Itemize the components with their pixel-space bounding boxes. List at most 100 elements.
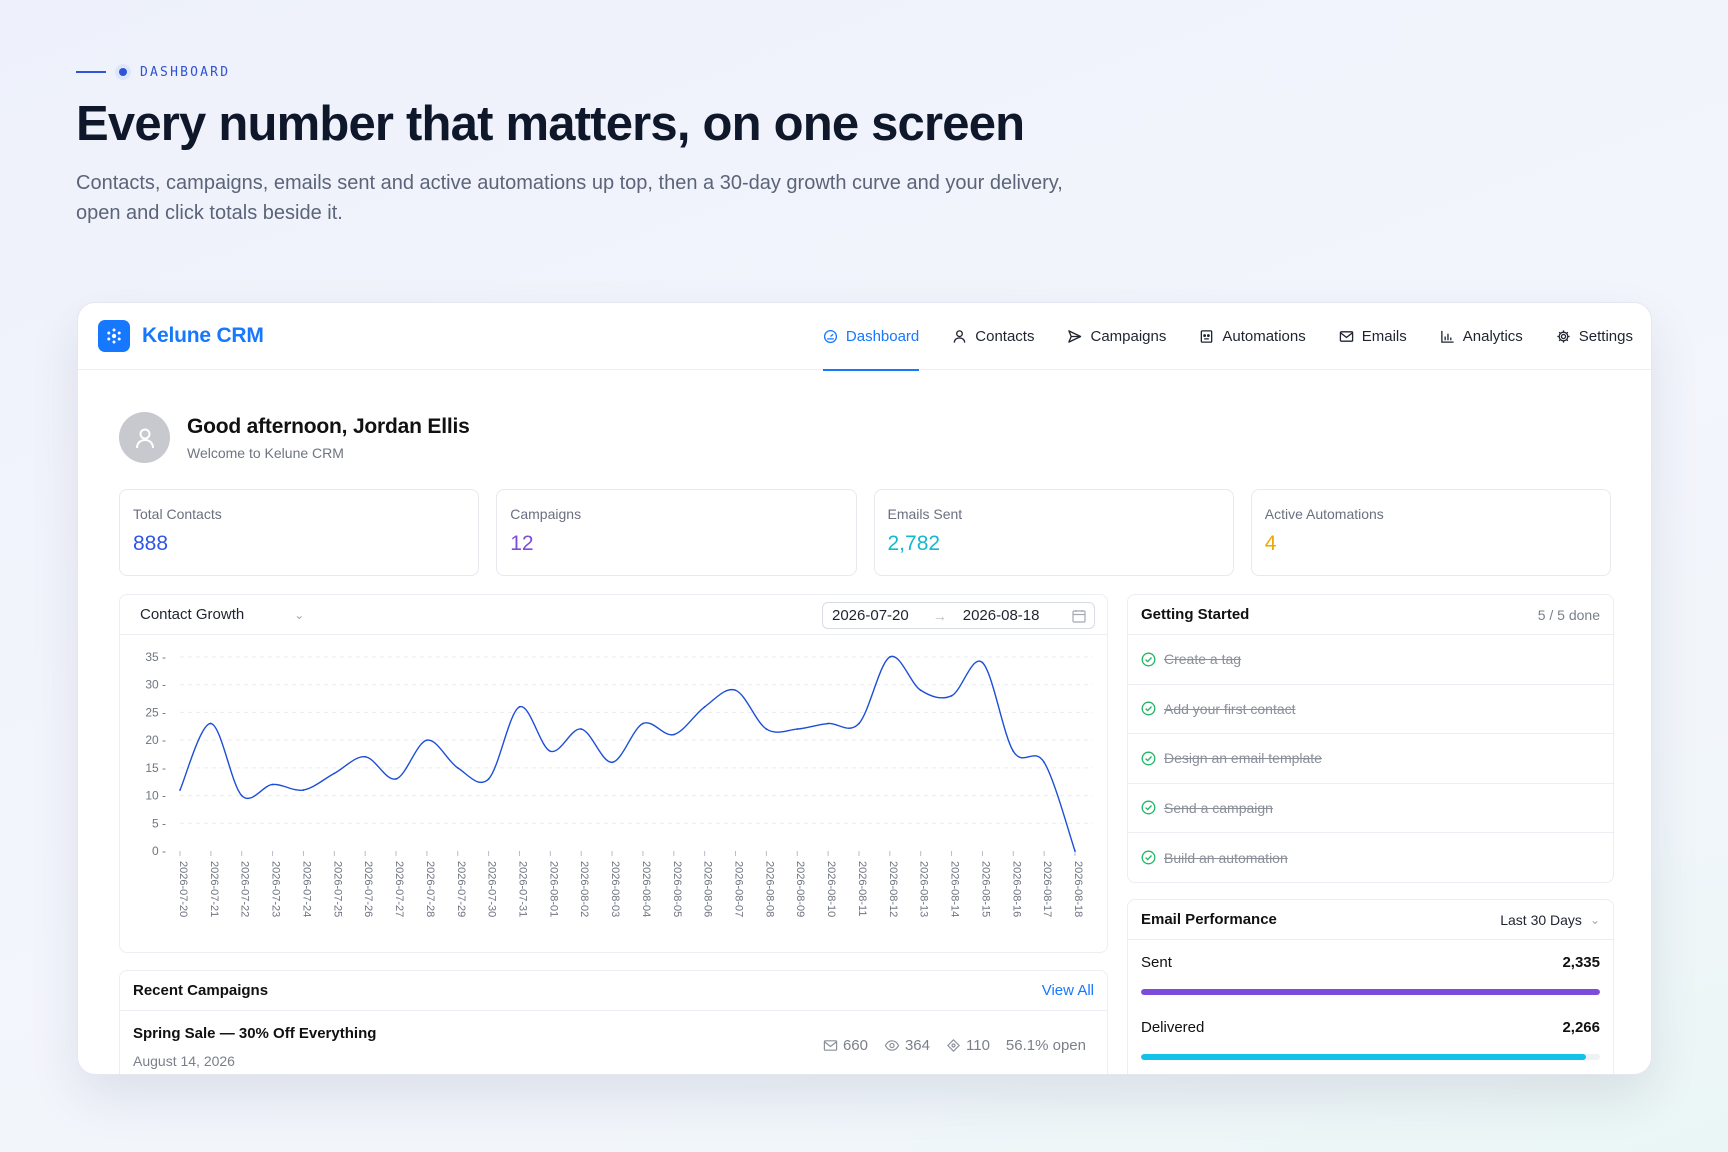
task-item[interactable]: Add your first contact bbox=[1128, 685, 1613, 734]
data-point bbox=[518, 705, 521, 708]
y-tick-label: 15 - bbox=[145, 761, 166, 775]
campaign-sent-count: 660 bbox=[842, 1037, 868, 1054]
x-tick-label: 2026-08-01 bbox=[547, 861, 559, 917]
x-tick-label: 2026-07-23 bbox=[270, 861, 282, 917]
logo-icon[interactable] bbox=[98, 320, 130, 352]
stats-row: Total Contacts 888 Campaigns 12 Emails S… bbox=[119, 489, 1611, 576]
nav-item-campaigns[interactable]: Campaigns bbox=[1067, 303, 1166, 370]
data-point bbox=[1012, 750, 1015, 753]
x-tick-label: 2026-08-10 bbox=[825, 861, 837, 917]
progress-track bbox=[1141, 1054, 1600, 1060]
chevron-down-icon: ⌄ bbox=[294, 607, 305, 622]
x-tick-label: 2026-08-13 bbox=[918, 861, 930, 917]
nav-item-emails[interactable]: Emails bbox=[1339, 303, 1407, 370]
nav-item-dashboard[interactable]: Dashboard bbox=[822, 303, 920, 371]
x-tick-label: 2026-07-31 bbox=[516, 861, 528, 917]
nav-item-contacts[interactable]: Contacts bbox=[952, 303, 1034, 370]
nav-label: Automations bbox=[1222, 328, 1306, 345]
eyebrow-label: DASHBOARD bbox=[140, 64, 231, 80]
card-title: Email Performance bbox=[1141, 911, 1277, 928]
nav-item-analytics[interactable]: Analytics bbox=[1440, 303, 1523, 370]
calendar-icon[interactable] bbox=[1072, 609, 1086, 623]
date-range-start[interactable]: 2026-07-20 bbox=[832, 607, 909, 624]
eyebrow: DASHBOARD bbox=[76, 62, 1196, 82]
x-tick-label: 2026-07-24 bbox=[300, 861, 312, 917]
chart-metric-select[interactable]: Contact Growth ⌄ bbox=[140, 606, 304, 623]
check-circle-icon bbox=[1141, 652, 1156, 667]
data-point bbox=[395, 778, 397, 780]
nav-item-automations[interactable]: Automations bbox=[1199, 303, 1306, 370]
period-select[interactable]: Last 30 Days ⌄ bbox=[1500, 912, 1600, 928]
data-point bbox=[611, 761, 613, 764]
stat-value: 12 bbox=[510, 532, 534, 555]
stat-card-emails-sent[interactable]: Emails Sent 2,782 bbox=[873, 489, 1234, 576]
recent-campaigns-card: Recent Campaigns View All Spring Sale — … bbox=[119, 970, 1108, 1074]
task-item[interactable]: Build an automation bbox=[1128, 833, 1613, 883]
data-point bbox=[549, 750, 552, 753]
stat-label: Active Automations bbox=[1264, 506, 1384, 522]
campaign-click-count: 110 bbox=[966, 1037, 990, 1054]
hero-title: Every number that matters, on one screen bbox=[76, 97, 1025, 151]
robot-icon bbox=[1201, 330, 1213, 343]
x-tick-label: 2026-08-05 bbox=[671, 861, 683, 917]
select-value: Contact Growth bbox=[140, 606, 245, 623]
data-point bbox=[858, 722, 860, 725]
x-tick-label: 2026-07-26 bbox=[362, 861, 374, 917]
target-icon bbox=[947, 1039, 960, 1052]
data-point bbox=[981, 661, 984, 664]
data-point bbox=[364, 755, 367, 758]
x-tick-label: 2026-08-15 bbox=[979, 861, 991, 917]
growth-card-header: Contact Growth ⌄ 2026-07-20 → 2026-08-18 bbox=[120, 595, 1107, 635]
stat-value: 888 bbox=[133, 532, 169, 555]
top-navbar: Kelune CRM Dashboard Contacts Campaigns … bbox=[78, 303, 1651, 371]
x-tick-label: 2026-08-12 bbox=[887, 861, 899, 917]
check-circle-icon bbox=[1141, 751, 1156, 766]
check-circle-icon bbox=[1141, 800, 1156, 815]
task-item[interactable]: Create a tag bbox=[1128, 635, 1613, 685]
stat-card-active-automations[interactable]: Active Automations 4 bbox=[1250, 489, 1611, 576]
task-label: Design an email template bbox=[1164, 750, 1322, 767]
data-point bbox=[827, 722, 830, 725]
data-point bbox=[950, 694, 953, 697]
task-label: Add your first contact bbox=[1164, 700, 1296, 717]
stat-label: Emails Sent bbox=[887, 506, 963, 522]
nav-label: Contacts bbox=[975, 328, 1035, 345]
gear-icon bbox=[1557, 330, 1570, 343]
contact-growth-chart: 0 - 5 - 10 - 15 - 20 - 25 - 30 - 35 - 2026-07-20… bbox=[145, 650, 1093, 917]
date-range-end[interactable]: 2026-08-18 bbox=[962, 607, 1040, 624]
task-item[interactable]: Send a campaign bbox=[1128, 784, 1613, 833]
data-point bbox=[425, 739, 428, 742]
data-point bbox=[179, 789, 181, 791]
metric-sent: Sent 2,335 bbox=[1128, 940, 1613, 1005]
nav-item-settings[interactable]: Settings bbox=[1556, 303, 1633, 370]
data-point bbox=[765, 728, 768, 730]
data-point bbox=[888, 656, 891, 658]
avatar[interactable] bbox=[119, 412, 170, 463]
progress-count: 5 / 5 done bbox=[1537, 606, 1600, 623]
brand-name[interactable]: Kelune CRM bbox=[142, 324, 264, 347]
stat-card-total-contacts[interactable]: Total Contacts 888 bbox=[119, 489, 480, 576]
date-range-picker[interactable]: 2026-07-20 → 2026-08-18 bbox=[822, 602, 1095, 629]
metric-label: Delivered bbox=[1141, 1019, 1205, 1036]
campaign-row[interactable]: Spring Sale — 30% Off Everything August … bbox=[120, 1011, 1107, 1074]
data-point bbox=[1043, 761, 1046, 764]
user-icon bbox=[135, 428, 154, 448]
x-tick-label: 2026-08-02 bbox=[578, 861, 590, 917]
x-tick-label: 2026-07-29 bbox=[455, 861, 467, 917]
stat-card-campaigns[interactable]: Campaigns 12 bbox=[496, 489, 857, 576]
metric-label: Sent bbox=[1141, 954, 1172, 971]
data-point bbox=[919, 689, 922, 692]
progress-bar bbox=[1141, 1054, 1587, 1060]
bar-chart-icon bbox=[1440, 330, 1454, 343]
campaign-date: August 14, 2026 bbox=[133, 1053, 235, 1069]
campaign-open-rate: 56.1% open bbox=[1005, 1037, 1086, 1054]
stat-label: Total Contacts bbox=[133, 506, 222, 522]
x-tick-label: 2026-07-30 bbox=[486, 861, 498, 917]
view-all-link[interactable]: View All bbox=[1041, 982, 1094, 999]
x-tick-label: 2026-07-21 bbox=[208, 861, 220, 917]
task-item[interactable]: Design an email template bbox=[1128, 734, 1613, 784]
nav-label: Emails bbox=[1361, 328, 1407, 345]
check-circle-icon bbox=[1141, 850, 1156, 865]
data-point bbox=[796, 728, 799, 730]
nav-label: Settings bbox=[1578, 328, 1633, 345]
